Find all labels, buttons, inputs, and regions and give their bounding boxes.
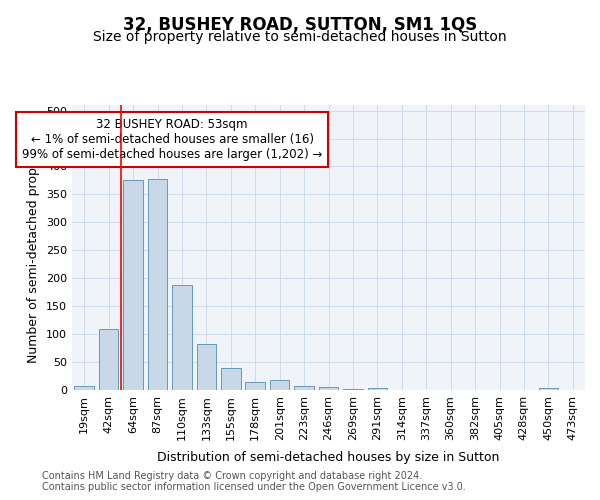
Bar [343,389,362,390]
Bar [197,344,216,390]
Y-axis label: Number of semi-detached properties: Number of semi-detached properties [28,132,40,363]
Bar [221,368,241,390]
Bar [294,386,314,390]
Text: 32 BUSHEY ROAD: 53sqm
← 1% of semi-detached houses are smaller (16)
99% of semi-: 32 BUSHEY ROAD: 53sqm ← 1% of semi-detac… [22,118,322,161]
Text: Contains HM Land Registry data © Crown copyright and database right 2024.
Contai: Contains HM Land Registry data © Crown c… [42,471,466,492]
Bar [368,388,387,390]
Bar [319,387,338,390]
Bar [124,180,143,390]
Bar [539,388,558,390]
Bar [172,285,192,390]
Bar [245,382,265,390]
Bar [99,328,118,390]
Text: 32, BUSHEY ROAD, SUTTON, SM1 1QS: 32, BUSHEY ROAD, SUTTON, SM1 1QS [123,16,477,34]
Bar [148,179,167,390]
X-axis label: Distribution of semi-detached houses by size in Sutton: Distribution of semi-detached houses by … [157,451,500,464]
Bar [270,380,289,390]
Text: Size of property relative to semi-detached houses in Sutton: Size of property relative to semi-detach… [93,30,507,44]
Bar [74,386,94,390]
